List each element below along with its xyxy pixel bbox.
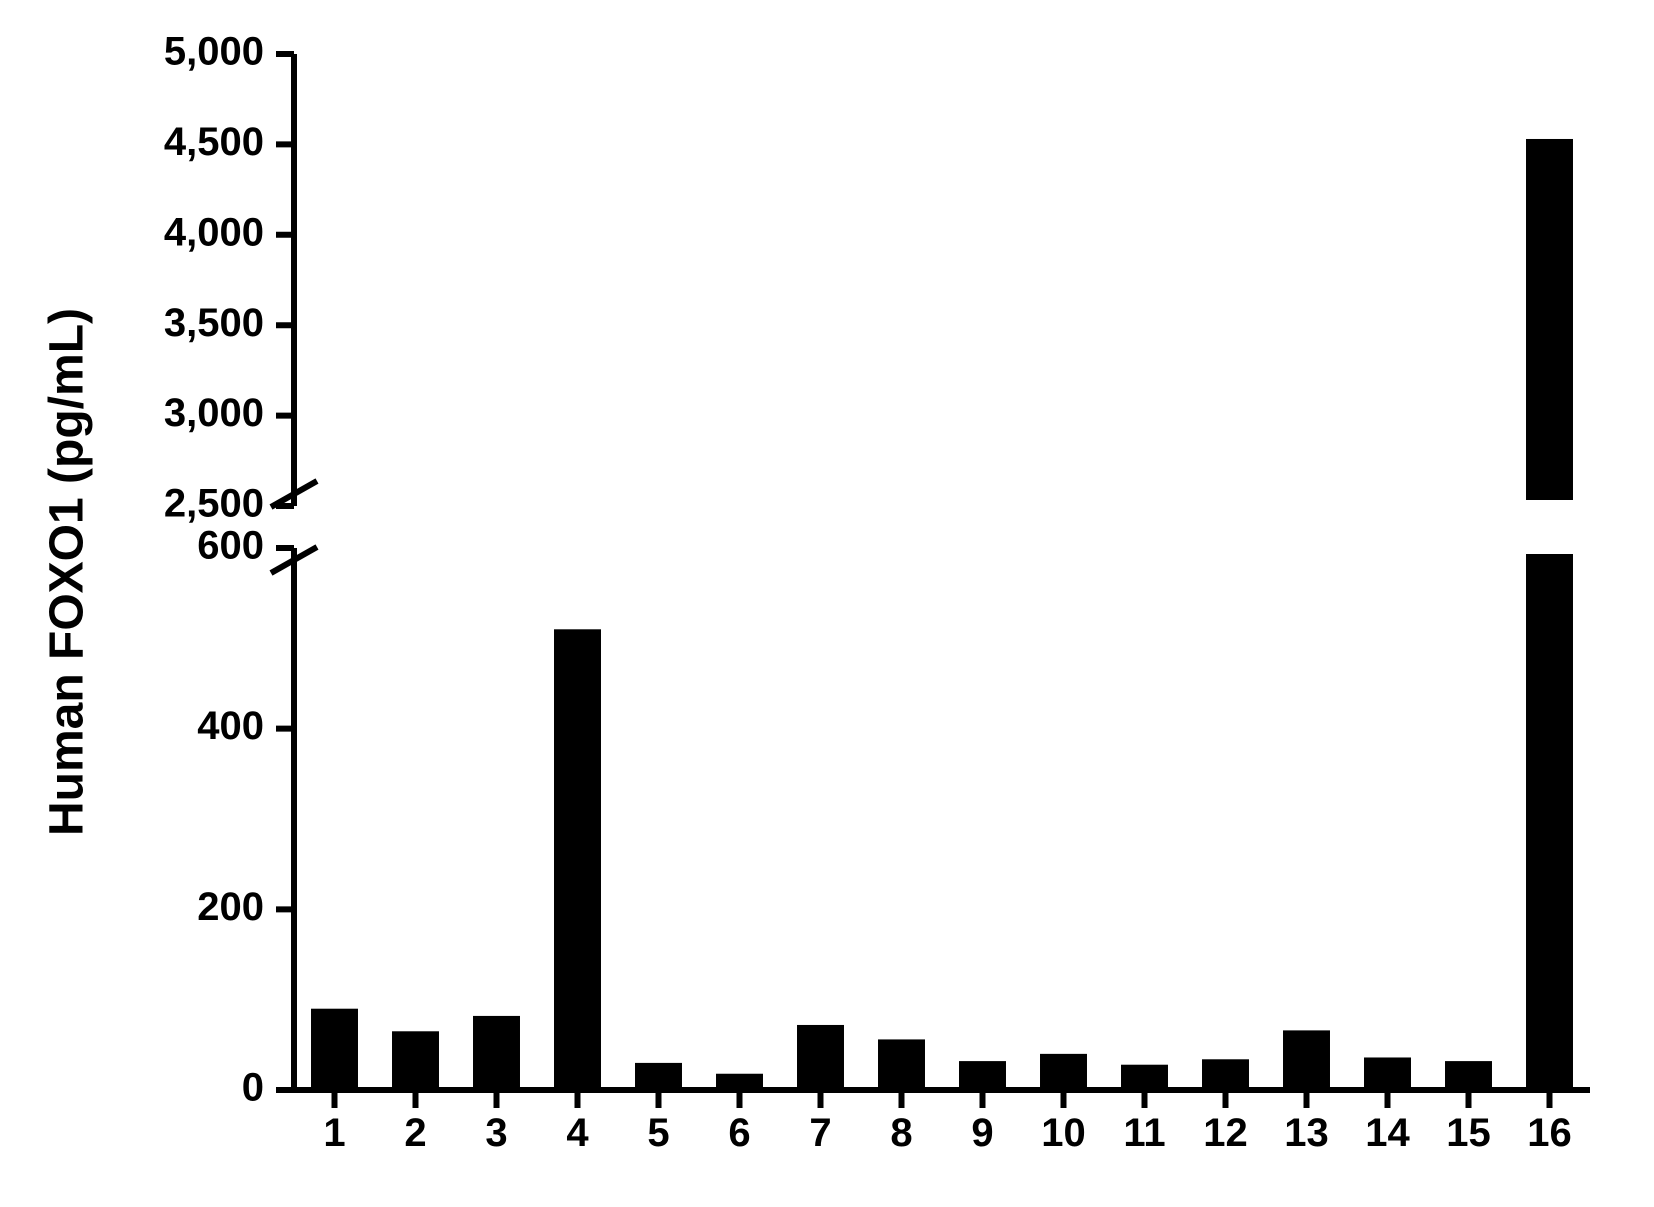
x-tick-label: 9 xyxy=(971,1111,993,1155)
bar xyxy=(1283,1030,1330,1090)
bar xyxy=(959,1061,1006,1090)
bar xyxy=(392,1031,439,1090)
x-tick-label: 7 xyxy=(809,1111,831,1155)
bar-chart: 0 200 400 6002,500 3,000 3,500 4,000 4,500 5,000… xyxy=(0,0,1654,1207)
x-tick-label: 13 xyxy=(1284,1111,1329,1155)
y-tick-label: 3,500 xyxy=(164,301,264,345)
y-tick-label: 400 xyxy=(197,704,264,748)
bar xyxy=(311,1009,358,1090)
y-tick-label: 5,000 xyxy=(164,30,264,74)
bar-break-gap xyxy=(1524,500,1575,554)
x-tick-label: 4 xyxy=(566,1111,589,1155)
x-tick-label: 16 xyxy=(1527,1111,1572,1155)
y-tick-label: 4,500 xyxy=(164,120,264,164)
chart-container: 0 200 400 6002,500 3,000 3,500 4,000 4,500 5,000… xyxy=(0,0,1654,1207)
bar xyxy=(635,1063,682,1090)
y-axis-label: Human FOXO1 (pg/mL) xyxy=(41,308,94,836)
bar xyxy=(878,1039,925,1090)
bar xyxy=(1364,1057,1411,1090)
y-tick-label: 3,000 xyxy=(164,391,264,435)
x-tick-label: 3 xyxy=(485,1111,507,1155)
x-tick-label: 11 xyxy=(1123,1111,1165,1155)
x-tick-label: 5 xyxy=(647,1111,669,1155)
y-tick-label: 600 xyxy=(197,524,264,568)
x-tick-label: 12 xyxy=(1203,1111,1248,1155)
bar xyxy=(1040,1054,1087,1090)
bar xyxy=(473,1016,520,1090)
y-tick-label: 200 xyxy=(197,885,264,929)
bar xyxy=(1202,1059,1249,1090)
x-tick-label: 14 xyxy=(1365,1111,1410,1155)
x-tick-label: 1 xyxy=(323,1111,345,1155)
y-tick-label: 4,000 xyxy=(164,210,264,254)
x-tick-label: 2 xyxy=(404,1111,426,1155)
bar xyxy=(797,1025,844,1090)
x-tick-label: 15 xyxy=(1446,1111,1491,1155)
bar xyxy=(716,1074,763,1090)
y-tick-label: 2,500 xyxy=(164,482,264,526)
x-tick-label: 6 xyxy=(728,1111,750,1155)
y-tick-label: 0 xyxy=(242,1066,264,1110)
bar xyxy=(1121,1065,1168,1090)
x-tick-label: 10 xyxy=(1041,1111,1086,1155)
x-tick-label: 8 xyxy=(890,1111,912,1155)
bar xyxy=(554,629,601,1090)
bar xyxy=(1445,1061,1492,1090)
bar-lower-segment xyxy=(1526,548,1573,1090)
bar-upper-segment xyxy=(1526,139,1573,506)
